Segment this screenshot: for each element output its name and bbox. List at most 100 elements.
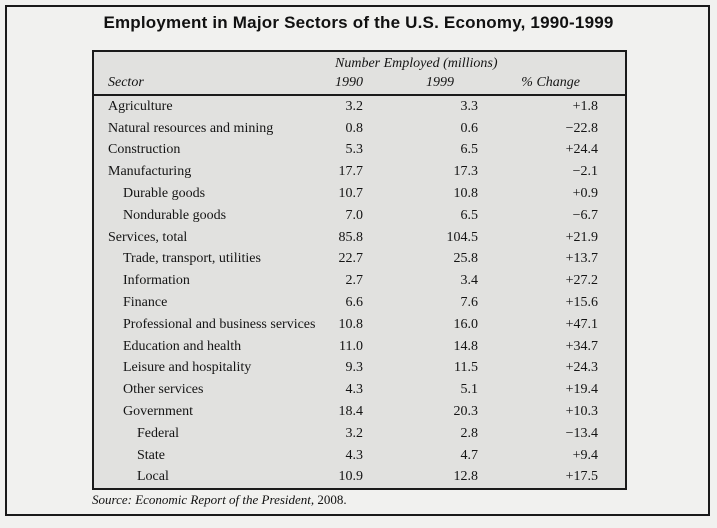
pct-change-cell: +34.7 — [565, 338, 598, 354]
sector-cell: Government — [123, 404, 193, 420]
table-row: State 4.3 4.7 +9.4 — [93, 445, 626, 467]
value-1999-cell: 6.5 — [460, 207, 479, 223]
table-row: Government 18.4 20.3 +10.3 — [93, 401, 626, 423]
value-1999-cell: 16.0 — [453, 316, 479, 332]
column-header-1999: 1999 — [363, 72, 478, 96]
table-row: Education and health 11.0 14.8 +34.7 — [93, 336, 626, 358]
value-1990-cell: 11.0 — [339, 338, 363, 354]
table-row: Trade, transport, utilities 22.7 25.8 +13.7 — [93, 249, 626, 271]
pct-change-cell: +24.4 — [565, 142, 598, 158]
value-1999-cell: 17.3 — [453, 164, 479, 180]
table-row: Federal 3.2 2.8 −13.4 — [93, 423, 626, 445]
table-row: Local 10.9 12.8 +17.5 — [93, 467, 626, 490]
pct-change-cell: +9.4 — [572, 447, 598, 463]
table-row: Durable goods 10.7 10.8 +0.9 — [93, 183, 626, 205]
column-header-row: Sector 1990 1999 % Change — [93, 72, 626, 96]
source-note-italic: Source: Economic Report of the President… — [92, 492, 315, 507]
sector-cell: Professional and business services — [123, 316, 316, 332]
value-1990-cell: 6.6 — [345, 295, 364, 311]
sector-cell: Services, total — [108, 229, 188, 245]
table-row: Construction 5.3 6.5 +24.4 — [93, 140, 626, 162]
value-1990-cell: 5.3 — [345, 142, 364, 158]
value-1990-cell: 85.8 — [338, 229, 364, 245]
value-1999-cell: 104.5 — [446, 229, 479, 245]
table-row: Nondurable goods 7.0 6.5 −6.7 — [93, 205, 626, 227]
sector-cell: Natural resources and mining — [108, 120, 274, 136]
pct-change-cell: +24.3 — [565, 360, 598, 376]
pct-change-cell: +27.2 — [565, 273, 598, 289]
pct-change-cell: +17.5 — [565, 469, 598, 485]
value-1999-cell: 0.6 — [460, 120, 479, 136]
value-1990-cell: 7.0 — [345, 207, 364, 223]
table-row: Services, total 85.8 104.5 +21.9 — [93, 227, 626, 249]
value-1990-cell: 17.7 — [338, 164, 364, 180]
group-header-spacer-right — [478, 51, 626, 72]
table-row: Professional and business services 10.8 16… — [93, 314, 626, 336]
value-1999-cell: 3.4 — [460, 273, 479, 289]
table-row: Finance 6.6 7.6 +15.6 — [93, 292, 626, 314]
value-1999-cell: 2.8 — [460, 425, 479, 441]
column-header-sector: Sector — [93, 72, 323, 96]
pct-change-cell: +10.3 — [565, 404, 598, 420]
value-1990-cell: 2.7 — [345, 273, 364, 289]
sector-cell: Federal — [137, 425, 179, 441]
employment-table: Number Employed (millions) Sector 1990 1… — [92, 50, 627, 491]
value-1999-cell: 3.3 — [460, 98, 479, 114]
value-1999-cell: 10.8 — [453, 186, 479, 202]
pct-change-cell: +15.6 — [565, 295, 598, 311]
sector-cell: Finance — [123, 295, 168, 311]
value-1999-cell: 4.7 — [460, 447, 479, 463]
group-header-row: Number Employed (millions) — [93, 51, 626, 72]
table-header: Number Employed (millions) Sector 1990 1… — [93, 51, 626, 96]
sector-cell: Durable goods — [123, 186, 206, 202]
sector-cell: Construction — [108, 142, 181, 158]
value-1990-cell: 4.3 — [345, 382, 364, 398]
value-1990-cell: 9.3 — [345, 360, 364, 376]
employment-table-container: Number Employed (millions) Sector 1990 1… — [92, 50, 627, 491]
value-1990-cell: 3.2 — [345, 425, 364, 441]
sector-cell: Agriculture — [108, 98, 173, 114]
sector-cell: Local — [137, 469, 169, 485]
table-row: Other services 4.3 5.1 +19.4 — [93, 379, 626, 401]
column-header-1990: 1990 — [323, 72, 363, 96]
group-header-label: Number Employed (millions) — [335, 56, 498, 71]
pct-change-cell: +0.9 — [572, 186, 598, 202]
value-1990-cell: 10.9 — [338, 469, 364, 485]
value-1990-cell: 18.4 — [338, 404, 364, 420]
table-row: Leisure and hospitality 9.3 11.5 +24.3 — [93, 358, 626, 380]
table-row: Information 2.7 3.4 +27.2 — [93, 270, 626, 292]
table-body: Agriculture 3.2 3.3 +1.8 Natural resources a… — [93, 95, 626, 489]
pct-change-cell: +19.4 — [565, 382, 598, 398]
value-1990-cell: 10.7 — [338, 186, 364, 202]
table-row: Natural resources and mining 0.8 0.6 −22.8 — [93, 118, 626, 140]
pct-change-cell: −13.4 — [565, 425, 598, 441]
pct-change-cell: −6.7 — [572, 207, 598, 223]
source-note: Source: Economic Report of the President… — [92, 492, 347, 508]
value-1990-cell: 22.7 — [338, 251, 364, 267]
pct-change-cell: +47.1 — [565, 316, 598, 332]
value-1990-cell: 0.8 — [345, 120, 364, 136]
pct-change-cell: +21.9 — [565, 229, 598, 245]
value-1999-cell: 14.8 — [453, 338, 479, 354]
sector-cell: Other services — [123, 382, 204, 398]
table-row: Agriculture 3.2 3.3 +1.8 — [93, 95, 626, 118]
pct-change-cell: −2.1 — [572, 164, 598, 180]
sector-cell: Information — [123, 273, 190, 289]
page-title: Employment in Major Sectors of the U.S. … — [103, 13, 614, 32]
table-row: Manufacturing 17.7 17.3 −2.1 — [93, 161, 626, 183]
sector-cell: Education and health — [123, 338, 242, 354]
value-1999-cell: 12.8 — [453, 469, 479, 485]
sector-cell: Manufacturing — [108, 164, 192, 180]
pct-change-cell: −22.8 — [565, 120, 598, 136]
sector-cell: Leisure and hospitality — [123, 360, 252, 376]
value-1999-cell: 6.5 — [460, 142, 479, 158]
value-1999-cell: 25.8 — [453, 251, 479, 267]
sector-cell: Trade, transport, utilities — [123, 251, 261, 267]
value-1990-cell: 10.8 — [338, 316, 364, 332]
value-1999-cell: 5.1 — [460, 382, 479, 398]
sector-cell: State — [137, 447, 165, 463]
value-1990-cell: 4.3 — [345, 447, 364, 463]
pct-change-cell: +1.8 — [572, 98, 598, 114]
source-note-year: 2008. — [314, 492, 347, 507]
value-1999-cell: 7.6 — [460, 295, 479, 311]
